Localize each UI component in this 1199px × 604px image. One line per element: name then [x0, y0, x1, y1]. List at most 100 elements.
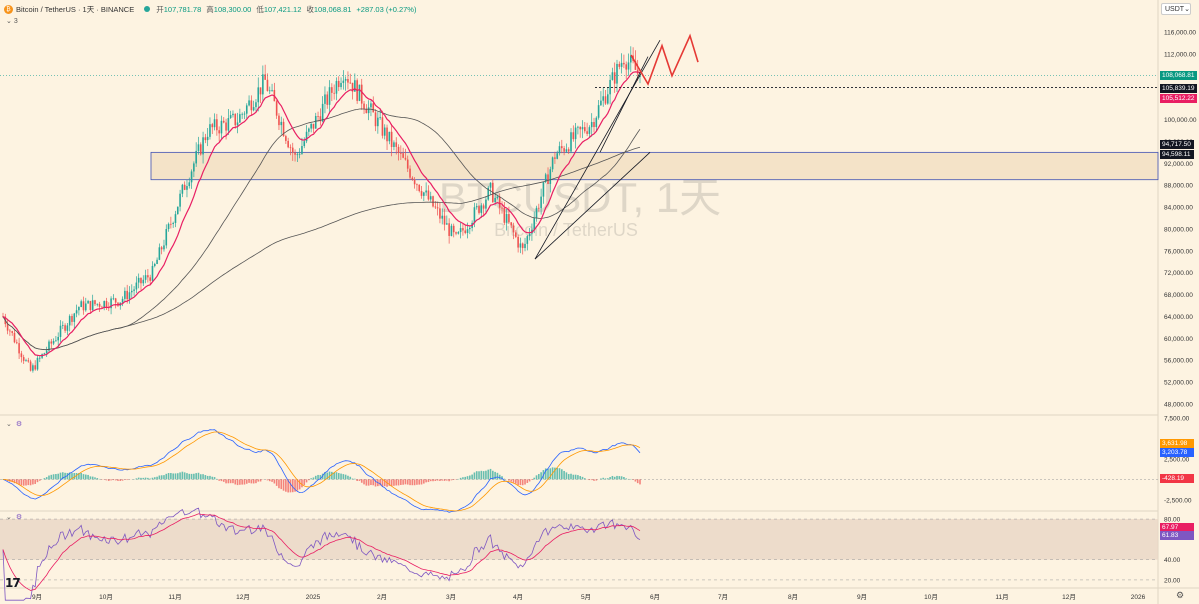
candle[interactable]	[213, 119, 216, 128]
candle[interactable]	[216, 119, 218, 131]
candle[interactable]	[22, 357, 25, 361]
candle[interactable]	[388, 131, 391, 142]
candle[interactable]	[347, 79, 349, 83]
candle[interactable]	[29, 361, 32, 371]
candle[interactable]	[204, 137, 207, 141]
candle[interactable]	[229, 115, 232, 119]
candle[interactable]	[402, 153, 404, 158]
candle[interactable]	[377, 117, 379, 127]
candle[interactable]	[482, 205, 485, 209]
candle[interactable]	[487, 187, 490, 200]
candle[interactable]	[554, 157, 556, 159]
candle[interactable]	[572, 132, 575, 140]
candle[interactable]	[558, 146, 561, 154]
candle[interactable]	[209, 124, 211, 137]
candle[interactable]	[623, 62, 625, 65]
chevron-down-icon[interactable]: ⌄	[6, 514, 12, 521]
candle[interactable]	[248, 100, 250, 106]
candle[interactable]	[519, 243, 522, 248]
candle[interactable]	[18, 343, 20, 354]
candle[interactable]	[105, 301, 108, 308]
candle[interactable]	[625, 64, 628, 70]
candle[interactable]	[360, 84, 363, 104]
symbol-title[interactable]: Bitcoin / TetherUS · 1天 · BINANCE	[16, 4, 135, 14]
candle[interactable]	[78, 307, 80, 311]
candle[interactable]	[202, 137, 204, 155]
candle[interactable]	[372, 103, 375, 113]
candle[interactable]	[526, 236, 529, 244]
candle[interactable]	[503, 207, 506, 223]
candle[interactable]	[71, 316, 73, 322]
candle[interactable]	[538, 207, 540, 209]
candle[interactable]	[411, 177, 414, 180]
candle[interactable]	[351, 82, 354, 92]
candle[interactable]	[183, 184, 186, 190]
candle[interactable]	[505, 214, 508, 223]
candle[interactable]	[501, 207, 503, 209]
candle[interactable]	[494, 197, 496, 203]
candle[interactable]	[32, 365, 34, 371]
candle[interactable]	[266, 79, 269, 91]
candle[interactable]	[289, 147, 292, 149]
candle[interactable]	[9, 330, 11, 332]
candle[interactable]	[344, 79, 347, 81]
candle[interactable]	[147, 275, 149, 278]
candle[interactable]	[222, 120, 225, 123]
candle[interactable]	[524, 243, 526, 249]
candle[interactable]	[473, 207, 476, 223]
candle[interactable]	[140, 277, 142, 284]
candle[interactable]	[590, 122, 593, 128]
gear-icon[interactable]: ⚙	[1176, 590, 1185, 600]
candle[interactable]	[262, 74, 264, 95]
candle[interactable]	[436, 207, 439, 209]
candle[interactable]	[498, 196, 501, 208]
candle[interactable]	[611, 72, 614, 80]
candle[interactable]	[584, 127, 586, 132]
candle[interactable]	[423, 192, 425, 196]
candle[interactable]	[75, 310, 78, 314]
candle[interactable]	[443, 215, 446, 225]
candle[interactable]	[278, 115, 280, 126]
candle[interactable]	[349, 82, 352, 84]
candle[interactable]	[285, 136, 287, 141]
candle[interactable]	[574, 127, 577, 140]
candle[interactable]	[634, 60, 637, 70]
candle[interactable]	[418, 184, 421, 192]
candle[interactable]	[112, 298, 115, 300]
currency-selector[interactable]: USDT ⌄	[1161, 3, 1191, 15]
candle[interactable]	[66, 325, 69, 331]
candle[interactable]	[245, 105, 248, 114]
candle[interactable]	[59, 325, 62, 337]
candle[interactable]	[264, 74, 266, 80]
candle[interactable]	[176, 206, 179, 215]
candle[interactable]	[321, 103, 324, 122]
candle[interactable]	[577, 126, 579, 128]
candle[interactable]	[597, 105, 600, 118]
candle[interactable]	[103, 301, 105, 308]
candle[interactable]	[446, 223, 448, 225]
candle[interactable]	[319, 116, 322, 122]
candle[interactable]	[439, 208, 441, 219]
candle[interactable]	[275, 101, 278, 116]
candle[interactable]	[565, 149, 568, 152]
candle[interactable]	[324, 94, 326, 104]
candle[interactable]	[172, 222, 174, 224]
candle[interactable]	[165, 229, 168, 246]
candle[interactable]	[485, 199, 487, 209]
candle[interactable]	[151, 265, 154, 281]
candle[interactable]	[588, 127, 591, 134]
candle[interactable]	[627, 62, 630, 70]
candle[interactable]	[515, 232, 517, 237]
candle[interactable]	[409, 168, 411, 178]
candle[interactable]	[117, 302, 119, 306]
candle[interactable]	[367, 107, 370, 114]
candle[interactable]	[91, 300, 94, 311]
candle[interactable]	[535, 207, 538, 219]
candle[interactable]	[45, 350, 48, 354]
candle[interactable]	[156, 259, 158, 264]
candle[interactable]	[13, 332, 16, 343]
candle[interactable]	[570, 132, 572, 152]
candle[interactable]	[434, 206, 437, 208]
candle[interactable]	[186, 186, 188, 190]
candle[interactable]	[406, 159, 409, 169]
